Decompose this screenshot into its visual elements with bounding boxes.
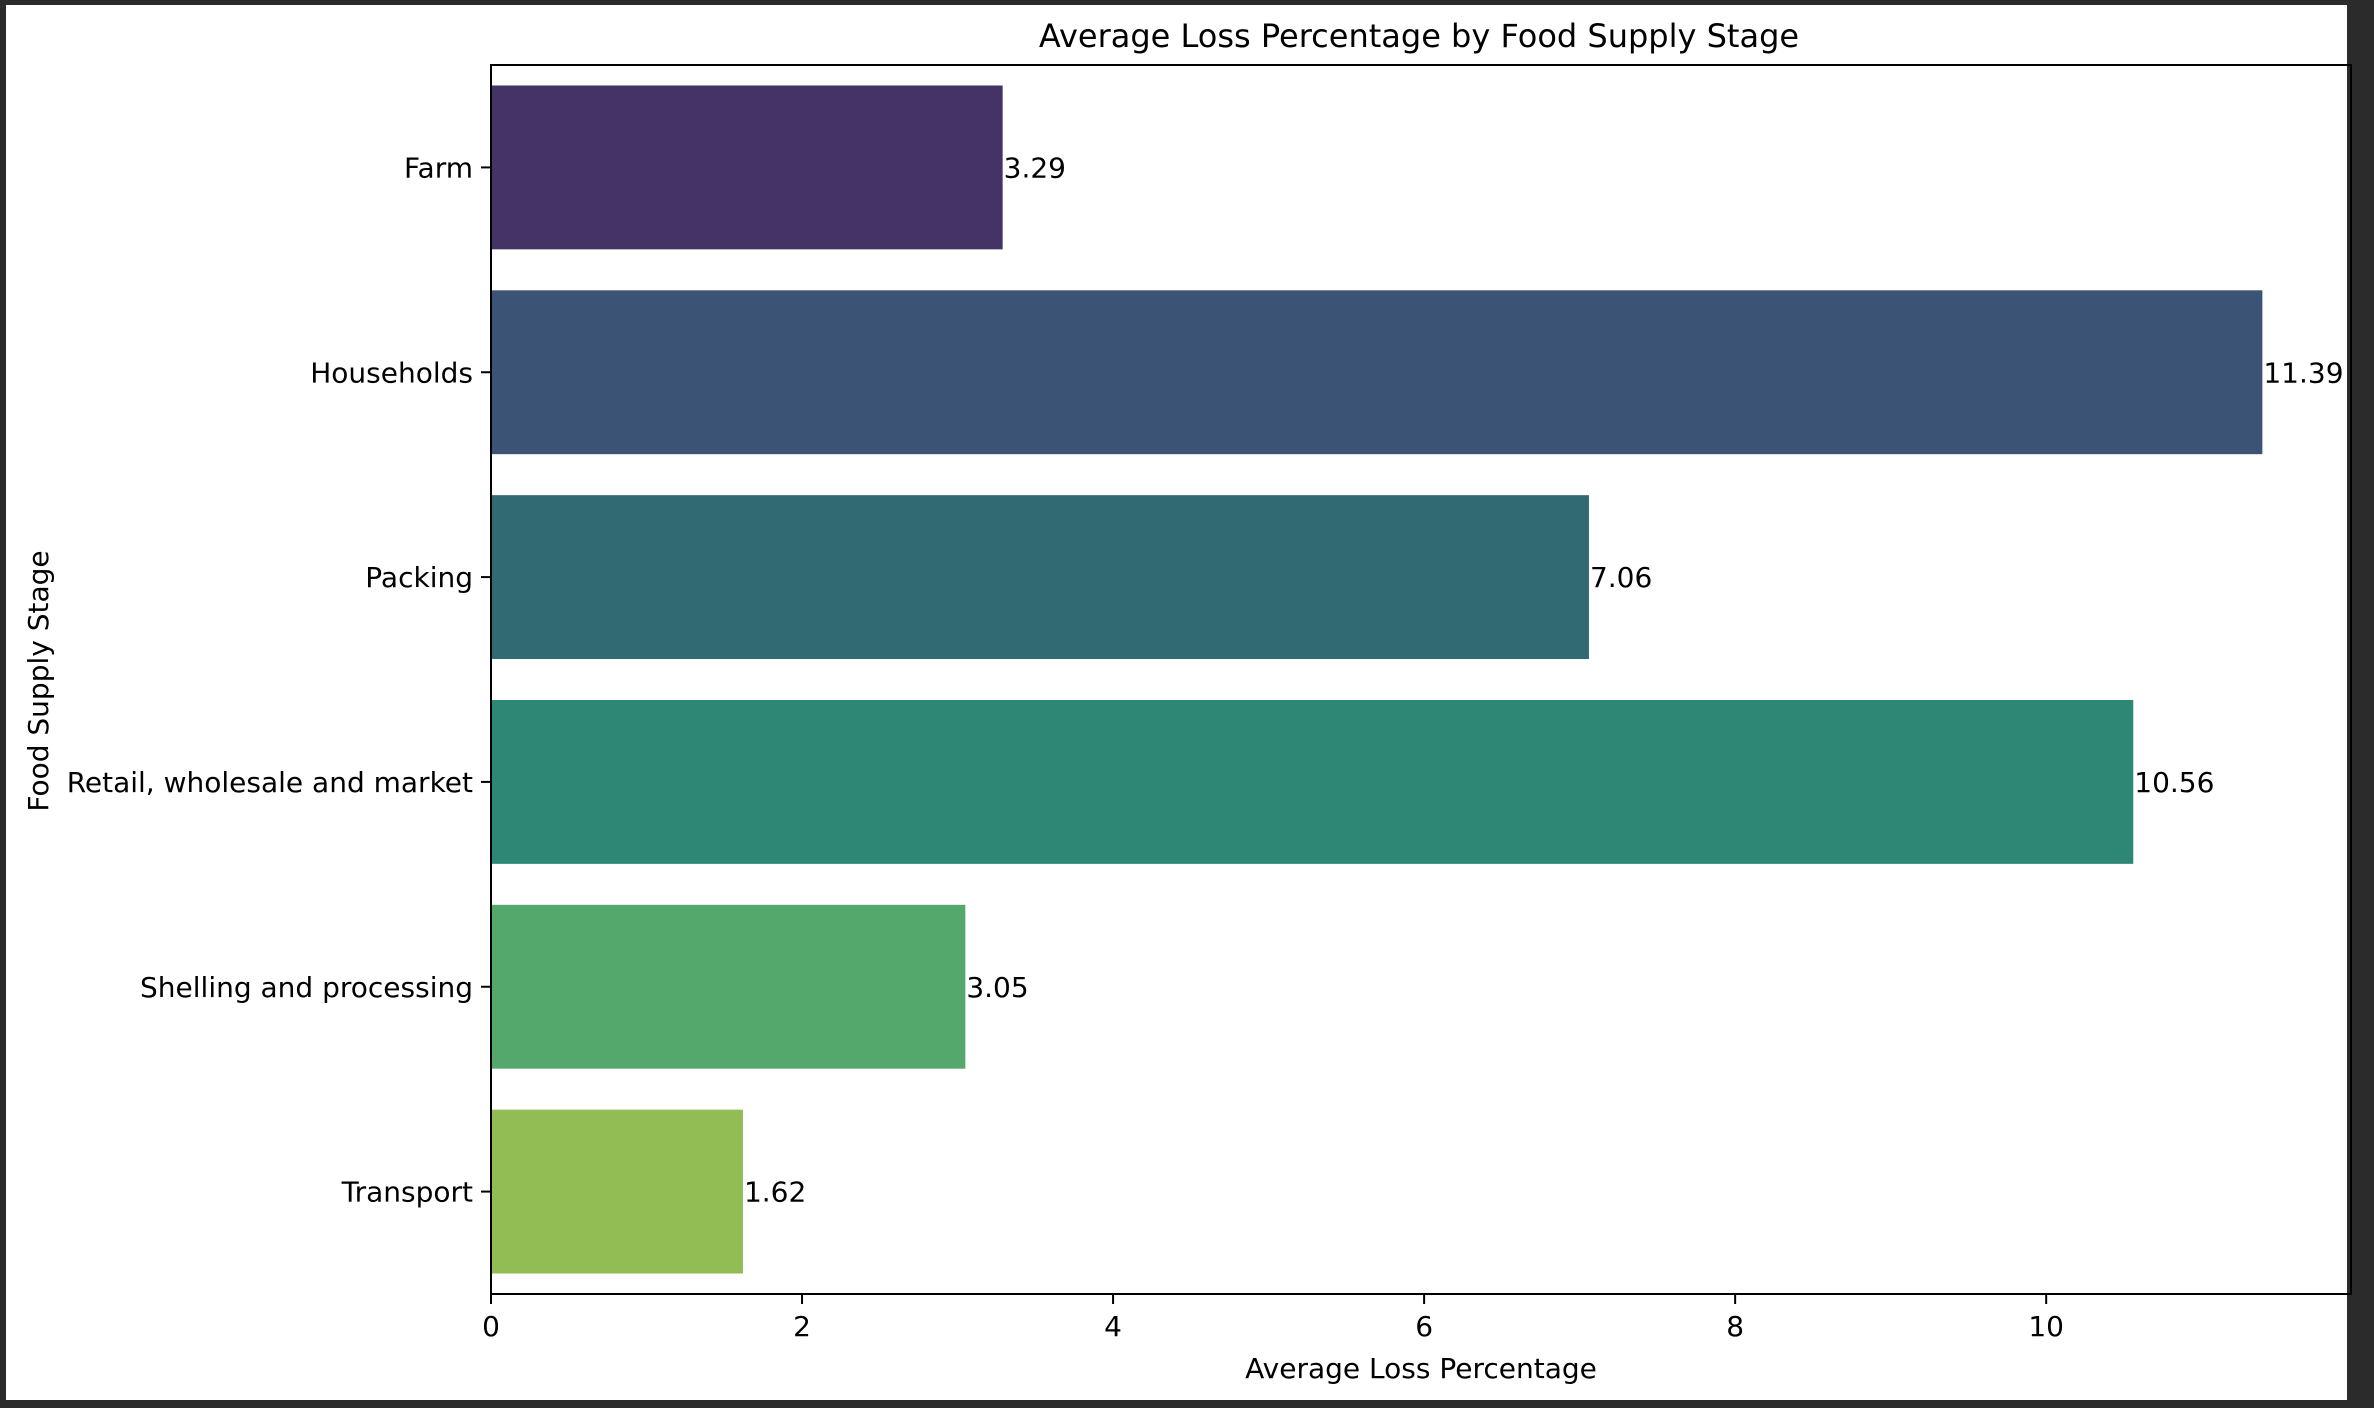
bars-layer: 3.29 11.39 7.06 10.56 3.05 1.62 bbox=[491, 85, 2344, 1274]
x-tick-label: 4 bbox=[1104, 1310, 1122, 1343]
bar bbox=[491, 1109, 743, 1274]
plot-area-border bbox=[490, 64, 2352, 1295]
y-axis-label: Food Supply Stage bbox=[22, 550, 55, 811]
bar bbox=[491, 290, 2263, 455]
chart-title: Average Loss Percentage by Food Supply S… bbox=[1039, 17, 1799, 55]
x-tick-label: 8 bbox=[1726, 1310, 1744, 1343]
y-tick-label: Farm bbox=[404, 151, 473, 184]
x-axis-label: Average Loss Percentage bbox=[1245, 1352, 1597, 1385]
bar bbox=[491, 85, 1003, 250]
bar bbox=[491, 904, 966, 1069]
bar-value-label: 3.05 bbox=[966, 971, 1028, 1004]
bar-value-label: 3.29 bbox=[1004, 151, 1066, 184]
ticks-layer: Farm Households Packing Retail, wholesale a… bbox=[67, 151, 2064, 1343]
bar-value-label: 7.06 bbox=[1590, 561, 1652, 594]
bar-value-label: 1.62 bbox=[744, 1176, 806, 1209]
bar-value-label: 11.39 bbox=[2263, 356, 2343, 389]
x-tick-label: 10 bbox=[2028, 1310, 2064, 1343]
y-tick-label: Packing bbox=[365, 561, 473, 594]
y-tick-label: Retail, wholesale and market bbox=[67, 766, 473, 799]
bar bbox=[491, 495, 1589, 660]
x-tick-label: 0 bbox=[482, 1310, 500, 1343]
y-tick-label: Shelling and processing bbox=[140, 971, 473, 1004]
x-tick-label: 6 bbox=[1415, 1310, 1433, 1343]
bar bbox=[491, 699, 2134, 864]
x-tick-label: 2 bbox=[793, 1310, 811, 1343]
y-tick-label: Transport bbox=[341, 1176, 473, 1209]
bar-value-label: 10.56 bbox=[2134, 766, 2214, 799]
y-tick-label: Households bbox=[310, 356, 473, 389]
